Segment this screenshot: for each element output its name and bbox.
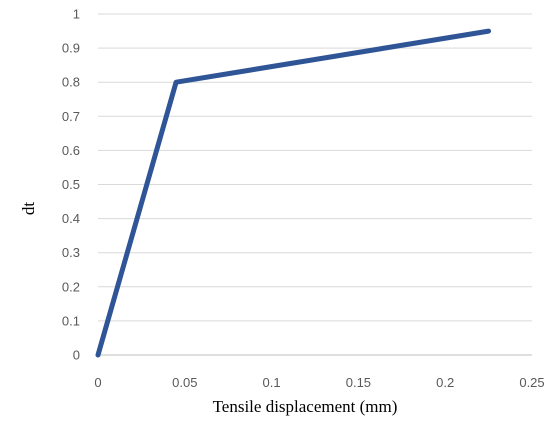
y-tick-label: 0.7 [62, 109, 80, 124]
y-tick-label: 1 [73, 7, 80, 22]
x-tick-label: 0.05 [172, 375, 197, 390]
y-tick-label: 0 [73, 348, 80, 363]
y-tick-label: 0.8 [62, 75, 80, 90]
grid-lines [98, 13, 532, 356]
x-axis-title: Tensile displacement (mm) [213, 397, 398, 416]
x-tick-label: 0.15 [346, 375, 371, 390]
y-tick-label: 0.9 [62, 41, 80, 56]
y-tick-label: 0.2 [62, 279, 80, 294]
x-tick-label: 0.2 [436, 375, 454, 390]
x-tick-labels: 0 0.05 0.1 0.15 0.2 0.25 [94, 375, 544, 390]
y-tick-label: 0.1 [62, 313, 80, 328]
y-axis-title: dt [19, 202, 38, 216]
x-tick-label: 0.25 [519, 375, 544, 390]
x-tick-label: 0 [94, 375, 101, 390]
y-tick-labels: 0 0.1 0.2 0.3 0.4 0.5 0.6 0.7 0.8 0.9 1 [62, 7, 80, 363]
y-tick-label: 0.6 [62, 143, 80, 158]
y-tick-label: 0.5 [62, 177, 80, 192]
x-tick-label: 0.1 [263, 375, 281, 390]
y-tick-label: 0.3 [62, 245, 80, 260]
y-tick-label: 0.4 [62, 211, 80, 226]
series-group [95, 28, 492, 358]
series-line [95, 28, 492, 358]
